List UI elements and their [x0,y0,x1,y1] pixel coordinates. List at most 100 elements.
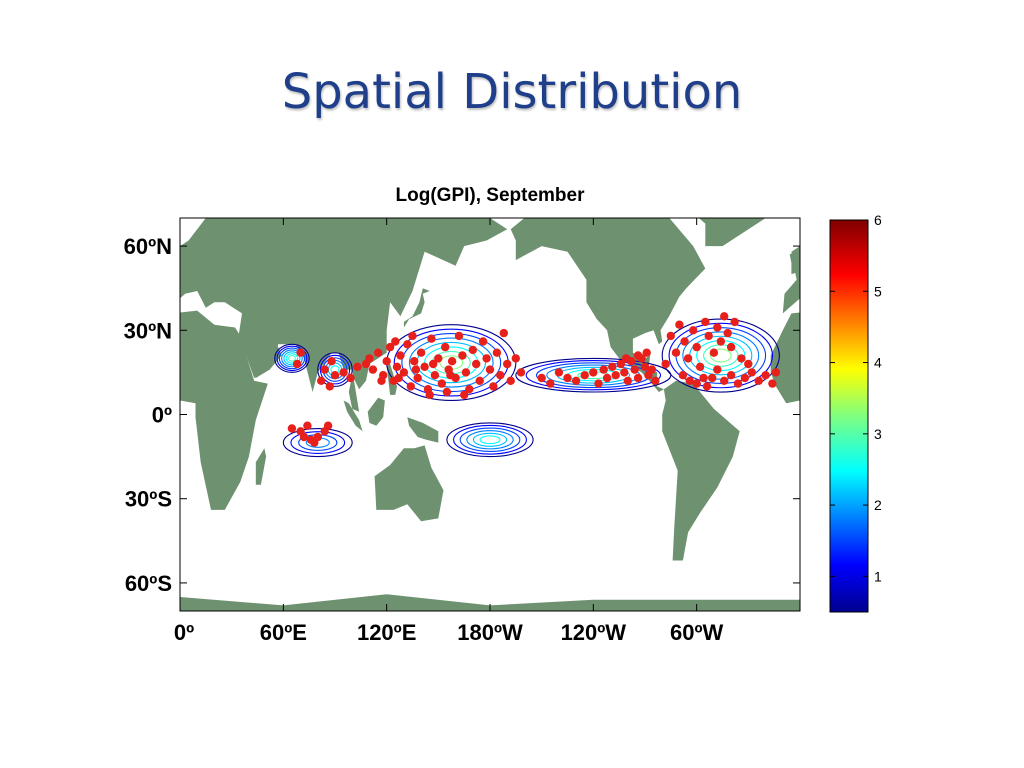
storm-point [430,371,440,380]
storm-point [368,365,378,374]
storm-point [723,328,732,338]
storm-point [385,342,395,352]
x-tick-label: 120ºE [357,620,416,645]
storm-point [413,373,422,383]
x-axis: 0º 60ºE 120ºE 180ºW 120ºW 60ºW [174,218,724,645]
storm-point [492,348,502,357]
storm-point [661,359,670,369]
storm-point [373,348,383,357]
storm-point [441,342,450,352]
storm-point [323,421,333,430]
colorbar-tick-label: 3 [874,426,882,442]
storm-point [478,337,488,346]
storm-point [325,382,334,391]
storm-point [396,351,405,360]
storm-point [713,323,722,332]
storm-point [640,362,650,371]
x-tick-label: 120ºW [561,620,627,645]
land-borneo [367,397,385,426]
storm-point [709,348,719,357]
storm-point [420,362,429,371]
contour-0-7 [709,348,732,363]
contour-0-1 [668,322,774,389]
storm-point [554,368,564,377]
colorbar-tick-label: 6 [874,212,882,228]
storm-point [692,342,701,352]
storm-point [680,337,689,346]
contour-1-2 [401,333,502,393]
land-antarctica [180,594,800,611]
storm-point [425,390,434,400]
land-greenland [698,218,766,247]
y-axis: 60ºN 30ºN 0º 30ºS 60ºS [124,234,800,596]
land-south-america [662,380,740,561]
contour-6-5 [479,435,501,445]
y-tick-label: 60ºN [124,234,172,259]
land-australia [374,445,444,522]
storm-point [699,373,708,383]
land-madagascar [876,448,886,485]
storm-point [611,371,620,380]
contour-2-1 [525,360,662,391]
contour-6-3 [466,430,514,450]
storm-point [599,365,608,374]
storm-point [427,334,436,343]
storm-point [647,365,657,374]
storm-point [296,348,305,357]
storm-point [716,337,725,346]
y-tick-label: 30ºN [124,318,172,343]
storm-point [695,362,705,371]
storm-point [465,385,474,394]
storm-point [563,373,572,383]
land-africa [770,312,800,404]
storm-point [330,371,340,380]
land-new-guinea [407,417,439,443]
land-madagascar [255,448,267,485]
storm-point [382,357,391,366]
storm-point [744,359,753,369]
contour-5-1 [290,431,346,455]
land-sumatra [964,401,983,432]
storm-point [740,373,750,383]
storm-point [511,354,520,363]
y-tick-label: 0º [152,403,172,428]
storm-point [303,421,312,430]
storm-point [392,362,402,371]
storm-point [702,382,712,391]
x-tick-label: 180ºW [457,620,523,645]
land-north-america [510,218,706,392]
land-borneo [988,398,1005,426]
storm-point [442,387,452,397]
storm-point [689,326,698,335]
contour-6-0 [446,422,534,458]
slide-title: Spatial Distribution [281,64,743,120]
y-tick-label: 30ºS [125,487,172,512]
storm-point [406,382,415,391]
storm-point [506,376,515,385]
storm-point [317,376,326,385]
land-africa [180,310,268,510]
storm-point [416,348,426,357]
x-tick-label: 60ºE [260,620,307,645]
storm-point [594,379,603,388]
storm-point [339,368,348,377]
contour-0-0 [661,318,780,393]
storm-point [713,365,722,374]
colorbar-tick-label: 2 [874,497,882,513]
storm-point [468,345,477,355]
storm-point [701,317,710,327]
contour-3-0 [317,352,353,387]
storm-point [708,373,717,383]
x-tick-label: 60ºW [670,620,724,645]
storm-point [458,351,467,360]
contour-3-1 [319,354,351,385]
colorbar-ticks: 1 2 3 4 5 6 [830,212,882,584]
storm-point [683,354,693,363]
contour-4-6 [287,355,296,362]
contour-4-3 [281,349,303,368]
land-philippines [1007,364,1017,395]
land-south-america [42,381,120,561]
land-sumatra [343,400,363,432]
contour-4-4 [283,351,301,366]
